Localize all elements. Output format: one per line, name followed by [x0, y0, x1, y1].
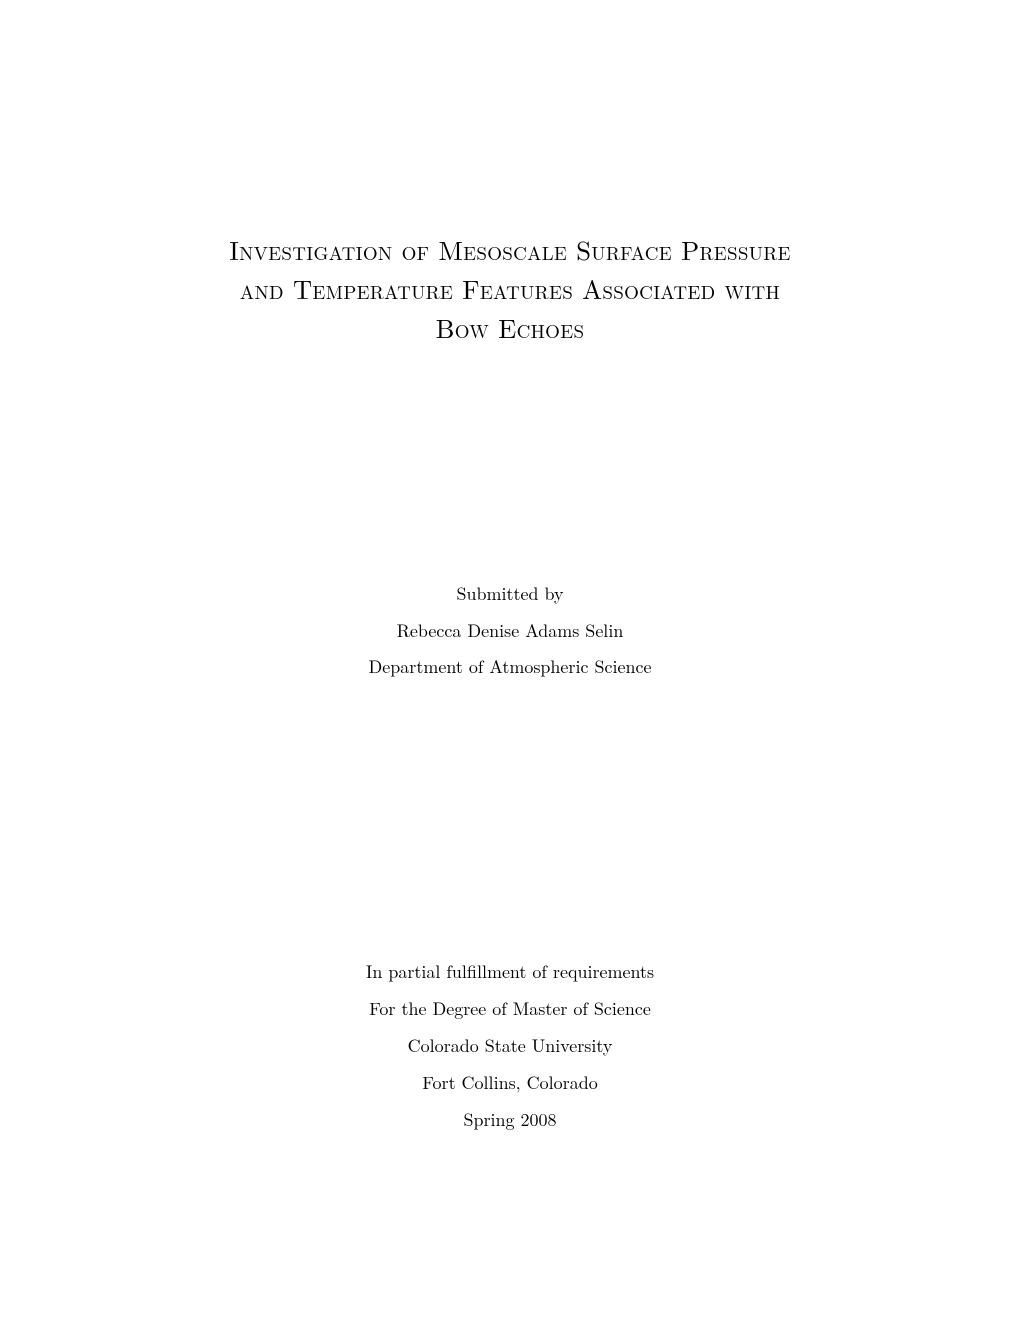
title-line-3: Bow Echoes: [150, 308, 870, 347]
location: Fort Collins, Colorado: [150, 1065, 870, 1102]
submission-block: Submitted by Rebecca Denise Adams Selin …: [150, 576, 870, 687]
department-name: Department of Atmospheric Science: [150, 649, 870, 686]
author-name: Rebecca Denise Adams Selin: [150, 613, 870, 650]
university-name: Colorado State University: [150, 1028, 870, 1065]
thesis-title: Investigation of Mesoscale Surface Press…: [150, 230, 870, 348]
date: Spring 2008: [150, 1102, 870, 1139]
fulfillment-line-2: For the Degree of Master of Science: [150, 991, 870, 1028]
title-line-2: and Temperature Features Associated with: [150, 269, 870, 308]
submitted-by-label: Submitted by: [150, 576, 870, 613]
title-line-1: Investigation of Mesoscale Surface Press…: [150, 230, 870, 269]
fulfillment-block: In partial fulfillment of requirements F…: [150, 954, 870, 1138]
title-page: Investigation of Mesoscale Surface Press…: [0, 0, 1020, 1320]
fulfillment-line-1: In partial fulfillment of requirements: [150, 954, 870, 991]
